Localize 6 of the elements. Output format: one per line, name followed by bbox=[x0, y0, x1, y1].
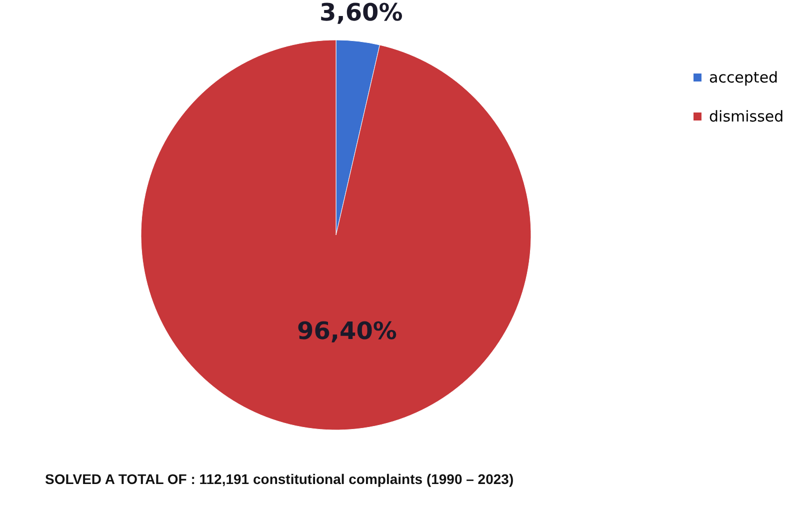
legend-label: accepted bbox=[709, 68, 778, 86]
data-label: 96,40% bbox=[297, 316, 397, 345]
pie-slice bbox=[140, 40, 531, 430]
legend-label: dismissed bbox=[709, 108, 784, 126]
text: SOLVED A TOTAL OF : 112,191 constitutional complaints (1990 – 2023) bbox=[45, 471, 514, 487]
data-label: 3,60% bbox=[320, 0, 403, 26]
